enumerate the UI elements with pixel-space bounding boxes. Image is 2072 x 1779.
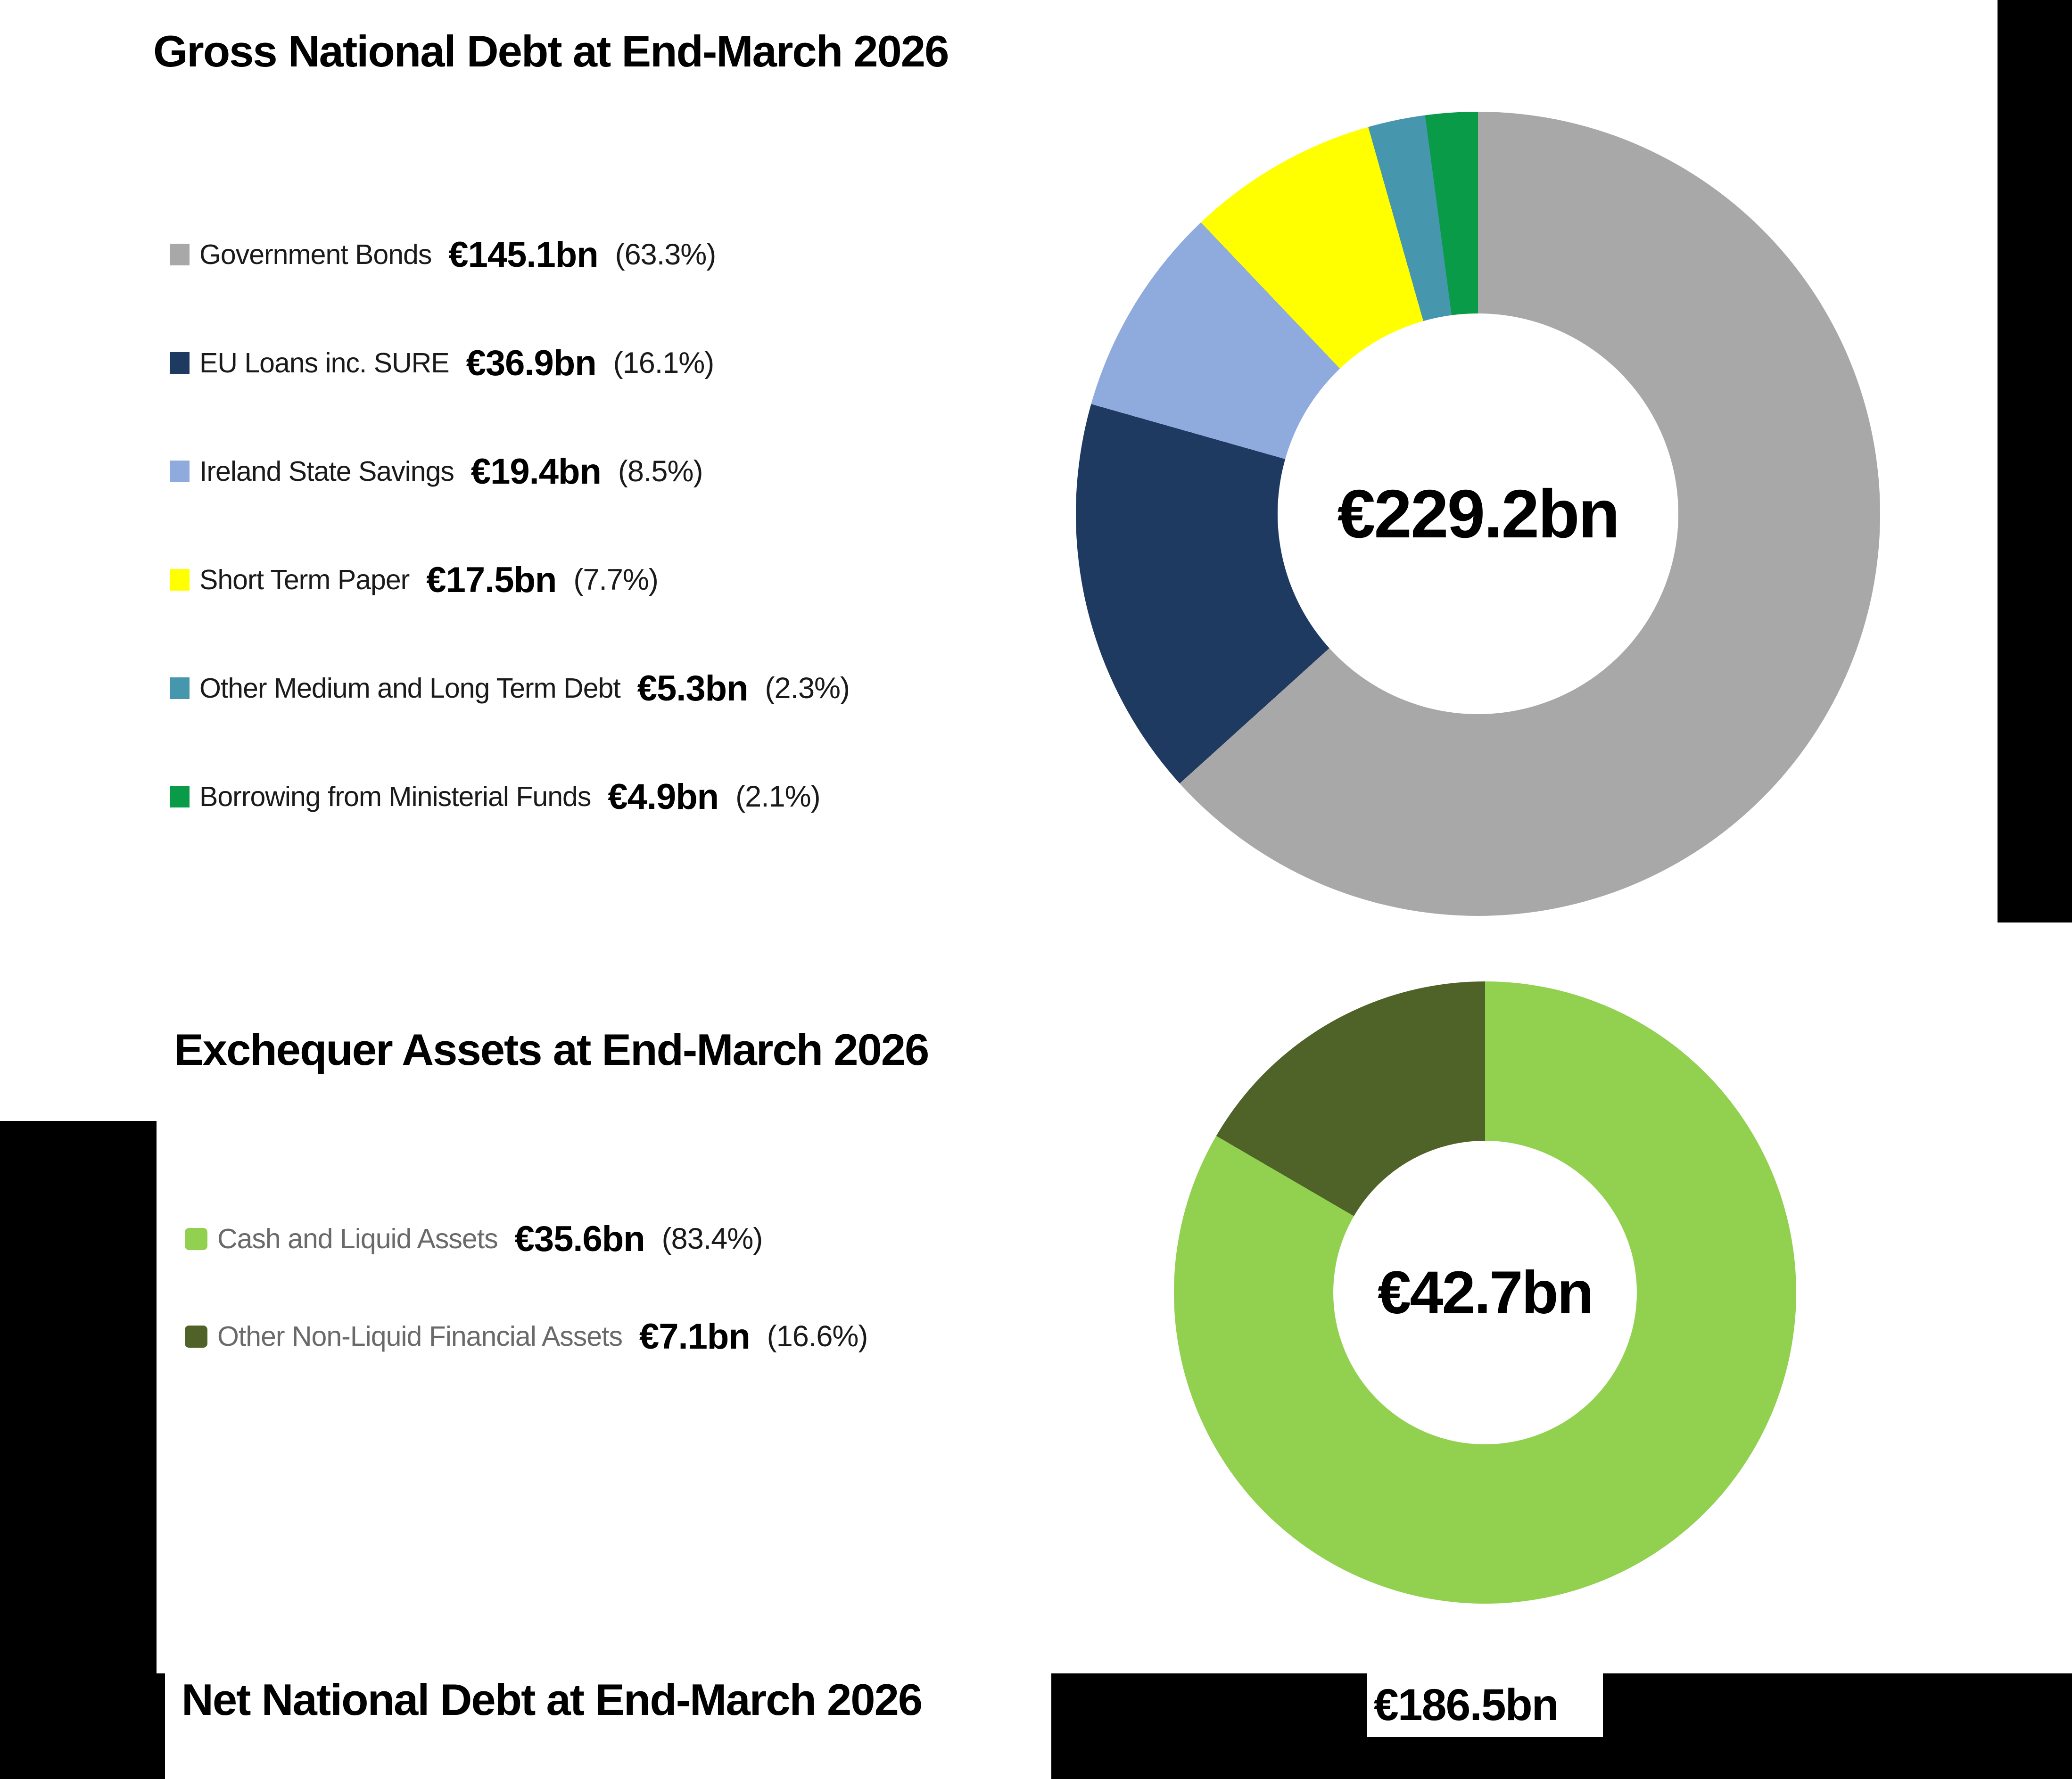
legend-percent: (63.3%) [615,238,717,271]
government-bonds-swatch-icon [170,244,190,265]
eu-loans-swatch-icon [170,352,190,374]
legend-item-non-liquid-assets: Other Non-Liquid Financial Assets €7.1bn… [185,1316,868,1357]
legend-item-short-term-paper: Short Term Paper €17.5bn (7.7%) [170,560,659,600]
legend-label: Other Non-Liquid Financial Assets [217,1321,623,1352]
net-debt-value-box: €186.5bn [1367,1673,1603,1737]
legend-label: Borrowing from Ministerial Funds [199,781,591,812]
legend-value: €17.5bn [426,560,557,600]
legend-value: €7.1bn [639,1316,751,1357]
gross-debt-donut-chart: €229.2bn [1076,112,1880,916]
short-term-paper-swatch-icon [170,569,190,591]
legend-item-other-mlt-debt: Other Medium and Long Term Debt €5.3bn (… [170,668,850,708]
legend-value: €145.1bn [448,234,598,275]
other-mlt-debt-swatch-icon [170,677,190,699]
legend-label: Cash and Liquid Assets [217,1223,498,1254]
legend-item-ministerial-funds: Borrowing from Ministerial Funds €4.9bn … [170,776,821,817]
ministerial-funds-swatch-icon [170,786,190,807]
legend-value: €5.3bn [637,668,749,708]
legend-percent: (83.4%) [661,1222,763,1255]
legend-value: €36.9bn [466,343,597,383]
legend-label: Government Bonds [199,239,432,270]
legend-label: Other Medium and Long Term Debt [199,673,621,704]
black-band-bottom-left [0,1673,165,1779]
exchequer-assets-title: Exchequer Assets at End-March 2026 [174,1025,929,1074]
legend-percent: (16.1%) [613,346,715,379]
non-liquid-assets-swatch-icon [185,1325,207,1348]
exchequer-assets-total: €42.7bn [1378,1259,1594,1326]
net-debt-value: €186.5bn [1374,1680,1559,1730]
legend-value: €19.4bn [471,451,602,492]
exchequer-assets-donut-hole: €42.7bn [1333,1141,1637,1444]
legend-label: EU Loans inc. SURE [199,347,450,379]
legend-value: €35.6bn [514,1219,645,1259]
legend-item-state-savings: Ireland State Savings €19.4bn (8.5%) [170,451,703,492]
legend-percent: (2.3%) [765,672,850,705]
legend-value: €4.9bn [608,776,719,817]
legend-item-eu-loans: EU Loans inc. SURE €36.9bn (16.1%) [170,343,715,383]
legend-item-government-bonds: Government Bonds €145.1bn (63.3%) [170,234,717,275]
state-savings-swatch-icon [170,461,190,482]
legend-percent: (7.7%) [573,563,659,596]
legend-percent: (8.5%) [618,455,703,488]
gross-debt-title: Gross National Debt at End-March 2026 [153,26,949,76]
legend-item-cash-liquid-assets: Cash and Liquid Assets €35.6bn (83.4%) [185,1219,763,1259]
legend-label: Ireland State Savings [199,456,454,487]
cash-liquid-assets-swatch-icon [185,1227,207,1250]
black-strip-top-right [1998,0,2072,922]
legend-percent: (2.1%) [735,780,821,813]
exchequer-assets-donut-chart: €42.7bn [1174,981,1796,1604]
gross-debt-total: €229.2bn [1337,475,1620,552]
legend-label: Short Term Paper [199,564,410,595]
legend-percent: (16.6%) [767,1320,868,1353]
gross-debt-donut-hole: €229.2bn [1278,313,1678,714]
net-debt-title: Net National Debt at End-March 2026 [182,1675,923,1724]
black-rect-left [0,1121,157,1779]
